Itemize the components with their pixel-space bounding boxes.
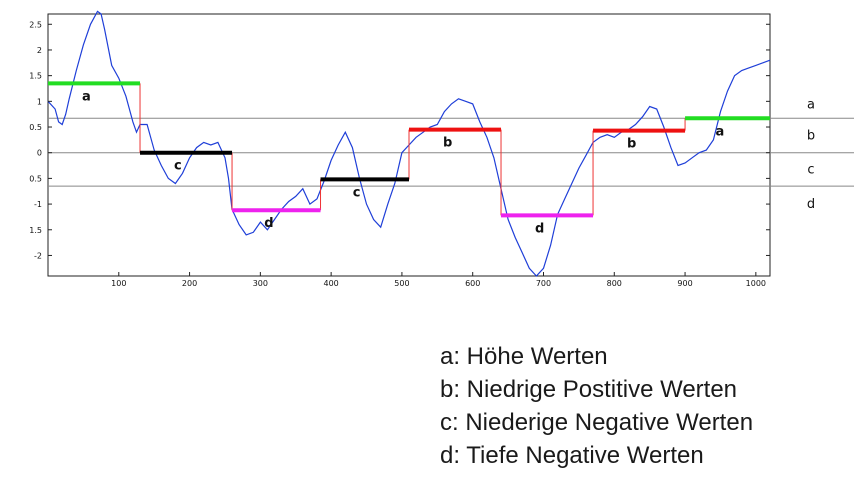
x-tick-label-4: 500 bbox=[394, 279, 409, 288]
x-tick-label-6: 700 bbox=[536, 279, 551, 288]
band-label-a: a bbox=[807, 97, 815, 112]
y-tick-label-6: 0.5 bbox=[29, 174, 42, 183]
legend-item-a: a: Höhe Werten bbox=[440, 343, 608, 370]
y-tick-label-9: -2 bbox=[34, 251, 42, 260]
x-tick-label-0: 100 bbox=[111, 279, 126, 288]
band-label-d: d bbox=[807, 197, 815, 212]
signal-line bbox=[47, 10, 771, 277]
segment-label-6: b bbox=[627, 137, 636, 152]
x-tick-label-9: 1000 bbox=[746, 279, 766, 288]
y-tick-label-7: -1 bbox=[34, 200, 42, 209]
x-tick-label-7: 800 bbox=[607, 279, 622, 288]
y-tick-label-0: 2.5 bbox=[29, 20, 42, 29]
y-tick-label-2: 1.5 bbox=[29, 72, 42, 81]
x-tick-label-3: 400 bbox=[323, 279, 338, 288]
segment-label-3: c bbox=[353, 185, 361, 200]
band-label-c: c bbox=[807, 162, 814, 177]
legend: a: Höhe Werten b: Niedrige Postitive Wer… bbox=[440, 340, 753, 472]
y-tick-label-3: 1 bbox=[37, 97, 42, 106]
legend-item-d: d: Tiefe Negative Werten bbox=[440, 442, 704, 469]
segment-label-5: d bbox=[535, 221, 544, 236]
segment-label-0: a bbox=[82, 89, 91, 104]
band-label-b: b bbox=[807, 128, 815, 143]
segment-label-7: a bbox=[716, 124, 725, 139]
x-tick-label-5: 600 bbox=[465, 279, 480, 288]
y-tick-label-1: 2 bbox=[37, 46, 42, 55]
plot-frame bbox=[47, 13, 771, 277]
x-tick-label-1: 200 bbox=[182, 279, 197, 288]
x-tick-label-8: 900 bbox=[677, 279, 692, 288]
line-chart: a c d c b d b a 100 200 300 400 500 600 700 800 900 1000… bbox=[29, 10, 854, 288]
x-tick-label-2: 300 bbox=[253, 279, 268, 288]
y-tick-label-5: 0 bbox=[37, 149, 42, 158]
legend-item-b: b: Niedrige Postitive Werten bbox=[440, 376, 738, 403]
segment-label-2: d bbox=[264, 216, 273, 231]
segment-label-1: c bbox=[174, 159, 182, 174]
legend-item-c: c: Niederige Negative Werten bbox=[440, 409, 754, 436]
y-tick-label-8: 1.5 bbox=[29, 226, 42, 235]
y-tick-label-4: 0.5 bbox=[29, 123, 42, 132]
segment-label-4: b bbox=[443, 136, 452, 151]
